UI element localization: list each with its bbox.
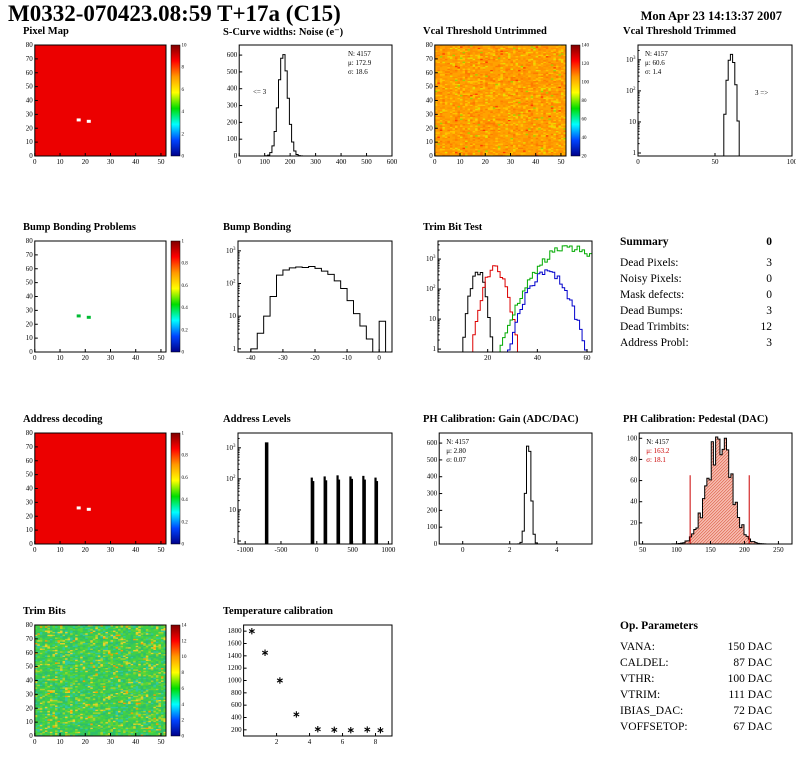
row-label: VTHR: xyxy=(620,673,655,685)
plot-pixel-map: Pixel Map xyxy=(18,26,210,171)
plot-title: Vcal Threshold Trimmed xyxy=(623,26,736,37)
pixel-map-canvas xyxy=(18,39,200,171)
op-parameters-header: Op. Parameters xyxy=(620,618,772,634)
row-value: 0 xyxy=(766,289,772,301)
op-row-vana: VANA: 150 DAC xyxy=(620,639,772,655)
summary-title: Summary xyxy=(620,236,669,248)
plot-title: Bump Bonding xyxy=(223,222,291,233)
bump-bonding-canvas xyxy=(218,235,400,367)
trim-bit-test-canvas xyxy=(418,235,600,367)
plot-title: Address Levels xyxy=(223,414,291,425)
temp-calibration-canvas xyxy=(218,619,400,751)
row-label: VANA: xyxy=(620,641,655,653)
plot-address-levels: Address Levels xyxy=(218,414,410,559)
plot-title: PH Calibration: Pedestal (DAC) xyxy=(623,414,768,425)
op-parameters-panel: Op. Parameters VANA: 150 DAC CALDEL: 87 … xyxy=(620,618,772,735)
op-row-vtrim: VTRIM: 111 DAC xyxy=(620,687,772,703)
row-label: Mask defects: xyxy=(620,289,685,301)
row-value: 87 DAC xyxy=(733,657,772,669)
plot-title: Address decoding xyxy=(23,414,103,425)
row-label: Noisy Pixels: xyxy=(620,273,682,285)
op-row-vthr: VTHR: 100 DAC xyxy=(620,671,772,687)
op-row-caldel: CALDEL: 87 DAC xyxy=(620,655,772,671)
plot-temp-calibration: Temperature calibration xyxy=(218,606,410,751)
row-value: 0 xyxy=(766,273,772,285)
op-parameters-title: Op. Parameters xyxy=(620,620,698,632)
plot-bump-bonding: Bump Bonding xyxy=(218,222,410,367)
row-value: 3 xyxy=(766,305,772,317)
plot-scurve-noise: S-Curve widths: Noise (e⁻) xyxy=(218,26,410,171)
address-levels-canvas xyxy=(218,427,400,559)
summary-row-address-probl: Address Probl: 3 xyxy=(620,335,772,351)
plot-title: Temperature calibration xyxy=(223,606,333,617)
summary-row-dead-pixels: Dead Pixels: 3 xyxy=(620,255,772,271)
plot-title: S-Curve widths: Noise (e⁻) xyxy=(223,27,344,38)
row-label: VTRIM: xyxy=(620,689,661,701)
scurve-noise-canvas xyxy=(218,39,400,171)
ph-pedestal-canvas xyxy=(618,427,796,559)
plot-vcal-untrimmed: Vcal Threshold Untrimmed xyxy=(418,26,610,171)
op-row-ibias-dac: IBIAS_DAC: 72 DAC xyxy=(620,703,772,719)
ph-gain-canvas xyxy=(418,427,600,559)
bump-problems-canvas xyxy=(18,235,200,367)
row-value: 100 DAC xyxy=(727,673,772,685)
plot-title: Pixel Map xyxy=(23,26,69,37)
row-label: VOFFSETOP: xyxy=(620,721,688,733)
timestamp: Mon Apr 23 14:13:37 2007 xyxy=(640,9,782,23)
row-value: 12 xyxy=(760,321,773,333)
plot-trim-bits: Trim Bits xyxy=(18,606,210,751)
summary-panel: Summary 0 Dead Pixels: 3 Noisy Pixels: 0… xyxy=(620,234,772,351)
row-value: 3 xyxy=(766,257,772,269)
row-label: Dead Pixels: xyxy=(620,257,679,269)
vcal-untrimmed-canvas xyxy=(418,39,600,171)
plot-vcal-trimmed: Vcal Threshold Trimmed xyxy=(618,26,796,171)
row-label: Address Probl: xyxy=(620,337,689,349)
plot-address-decoding: Address decoding xyxy=(18,414,210,559)
row-label: IBIAS_DAC: xyxy=(620,705,684,717)
plot-ph-pedestal: PH Calibration: Pedestal (DAC) xyxy=(618,414,796,559)
plot-bump-problems: Bump Bonding Problems xyxy=(18,222,210,367)
plot-title: Trim Bits xyxy=(23,606,66,617)
summary-row-mask-defects: Mask defects: 0 xyxy=(620,287,772,303)
summary-row-dead-bumps: Dead Bumps: 3 xyxy=(620,303,772,319)
summary-row-noisy-pixels: Noisy Pixels: 0 xyxy=(620,271,772,287)
vcal-trimmed-canvas xyxy=(618,39,796,171)
row-value: 67 DAC xyxy=(733,721,772,733)
row-value: 72 DAC xyxy=(733,705,772,717)
plot-title: PH Calibration: Gain (ADC/DAC) xyxy=(423,414,579,425)
row-value: 150 DAC xyxy=(727,641,772,653)
row-label: CALDEL: xyxy=(620,657,669,669)
trim-bits-canvas xyxy=(18,619,200,751)
plot-title: Vcal Threshold Untrimmed xyxy=(423,26,547,37)
row-value: 111 DAC xyxy=(728,689,772,701)
summary-total: 0 xyxy=(766,236,772,248)
summary-row-dead-trimbits: Dead Trimbits: 12 xyxy=(620,319,772,335)
row-value: 3 xyxy=(766,337,772,349)
row-label: Dead Trimbits: xyxy=(620,321,690,333)
summary-header: Summary 0 xyxy=(620,234,772,250)
plot-title: Bump Bonding Problems xyxy=(23,222,137,233)
address-decoding-canvas xyxy=(18,427,200,559)
plot-title: Trim Bit Test xyxy=(423,222,483,233)
page-title: M0332-070423.08:59 T+17a (C15) xyxy=(8,1,341,26)
op-row-voffsetop: VOFFSETOP: 67 DAC xyxy=(620,719,772,735)
plot-trim-bit-test: Trim Bit Test xyxy=(418,222,610,367)
plot-ph-gain: PH Calibration: Gain (ADC/DAC) xyxy=(418,414,610,559)
row-label: Dead Bumps: xyxy=(620,305,683,317)
